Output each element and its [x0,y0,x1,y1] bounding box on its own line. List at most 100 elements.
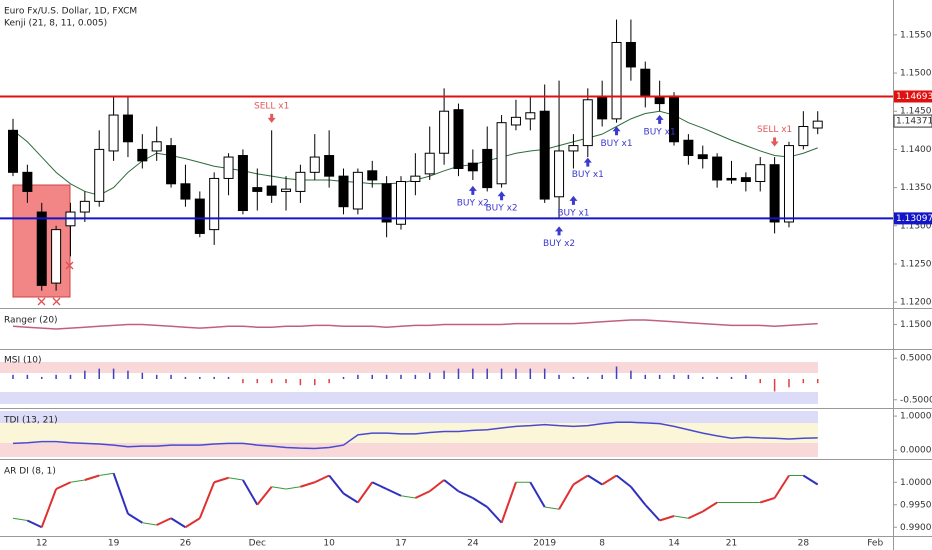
y-tick-label: 1.12000 [900,298,932,308]
indicator-segment [198,481,216,519]
signal-label: BUY x1 [572,170,604,180]
indicator-segment [759,497,775,504]
indicator-segment [400,495,416,499]
x-tick-label: 21 [726,539,737,549]
price-label-box [894,212,932,225]
y-tick-label: 0.0000 [900,446,932,456]
indicator-segment [314,474,330,484]
candle-body [496,122,507,185]
chart-title: Euro Fx/U.S. Dollar, 1D, FXCM [4,7,137,17]
y-tick-label: 1.14000 [900,145,932,155]
indicator-segment [587,474,603,486]
histogram-bar [141,372,144,379]
signal-arrow [468,185,477,195]
histogram-bar [587,376,589,379]
panel-title: TDI (13, 21) [3,416,58,426]
signal-label: SELL x1 [254,101,289,111]
candle-body [281,188,292,192]
candle-body [798,126,809,147]
last-price-label: 1.14371 [896,117,932,127]
histogram-bar [500,368,503,379]
histogram-bar [84,370,86,379]
candle-body [252,187,263,192]
histogram-bar [400,374,402,379]
candle-body [783,145,794,223]
signal-label: SELL x1 [757,125,792,135]
signal-arrow [569,195,578,205]
candle-body [453,109,464,170]
y-tick-label: 1.14500 [900,107,932,117]
indicator-segment [472,497,488,508]
histogram-bar [270,379,273,384]
y-tick-label: 1.0000 [900,478,932,488]
candle-body [137,148,148,162]
candle-body [597,96,608,120]
indicator-segment [184,517,201,529]
candle-body [467,162,478,172]
signal-label: BUY x2 [485,204,517,214]
histogram-bar [615,366,618,379]
x-tick-label: 12 [36,539,47,549]
histogram-bar [644,374,647,379]
candle-body [367,170,378,181]
signal-arrow [267,113,276,123]
histogram-bar [357,374,359,379]
indicator-segment [271,486,287,490]
histogram-bar [543,368,546,379]
indicator-segment [99,472,114,476]
indicator-segment [357,481,374,504]
indicator-title: Kenji (21, 8, 11, 0.005) [4,19,107,29]
histogram-bar [213,376,215,379]
histogram-bar [759,379,761,384]
x-tick-label: 24 [467,539,479,549]
indicator-segment [802,474,819,486]
indicator-segment [300,481,316,488]
panel-title: Ranger (20) [4,316,58,326]
y-tick-label: 1.12500 [900,259,932,269]
indicator-segment [328,474,345,495]
histogram-bar [816,379,819,384]
candle-body [726,177,737,181]
tdi-lower-band [0,443,818,457]
x-tick-label: 17 [395,539,406,549]
candle-body [395,180,406,225]
indicator-segment [55,481,71,490]
histogram-bar [127,370,129,379]
signal-label: BUY x1 [557,208,589,218]
histogram-bar [328,379,330,384]
histogram-bar [385,374,388,379]
histogram-bar [314,379,316,386]
histogram-bar [673,374,675,379]
x-tick-label: 2019 [533,539,556,549]
x-tick-label: 14 [668,539,680,549]
indicator-segment [659,515,675,522]
candle-body [755,164,766,182]
candle-body [51,229,62,284]
signal-label: BUY x2 [457,198,489,208]
candle-body [740,177,751,182]
indicator-segment [112,472,129,515]
y-tick-label: 1.15500 [900,30,932,40]
y-tick-label: -0.5000 [900,395,932,405]
indicator-segment [500,481,517,524]
candle-body [108,114,119,152]
candle-body [223,156,234,179]
candle-body [554,150,565,198]
indicator-segment [414,490,431,499]
histogram-bar [716,376,718,379]
indicator-segment [156,517,172,526]
candle-body [36,211,47,286]
candle-body [568,145,579,152]
candle-body [611,41,622,120]
candle-body [79,200,90,213]
tdi-upper-band [0,411,818,423]
y-tick-label: 0.5000 [900,354,932,364]
histogram-bar [515,368,517,379]
candle-body [295,171,306,192]
candle-body [237,155,248,212]
histogram-bar [745,374,747,379]
indicator-segment [142,522,157,526]
candle-body [209,177,220,231]
price-label: 1.13097 [896,214,932,224]
indicator-segment [773,474,790,499]
